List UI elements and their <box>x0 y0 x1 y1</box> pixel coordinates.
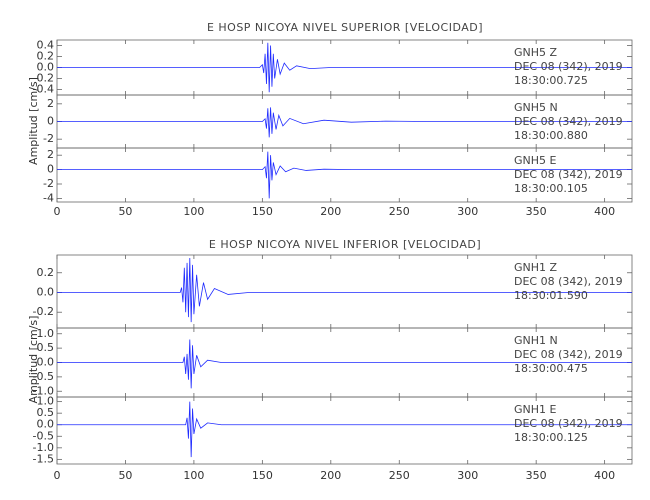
waveform <box>57 257 632 323</box>
x-tick-label: 400 <box>594 469 615 482</box>
chart-title: E HOSP NICOYA NIVEL INFERIOR [VELOCIDAD] <box>209 238 481 251</box>
y-tick-label: -1.5 <box>33 452 54 465</box>
x-tick-label: 0 <box>54 205 61 218</box>
y-tick-label: 0.0 <box>37 418 55 431</box>
y-tick-label: 2 <box>47 97 54 110</box>
x-tick-label: 350 <box>526 205 547 218</box>
trace-annotation: DEC 08 (342), 2019 <box>514 60 623 73</box>
trace-annotation: GNH5 N <box>514 101 558 114</box>
chart-title: E HOSP NICOYA NIVEL SUPERIOR [VELOCIDAD] <box>207 21 483 34</box>
trace-annotation: DEC 08 (342), 2019 <box>514 275 623 288</box>
y-tick-label: -0.5 <box>33 370 54 383</box>
y-tick-label: 0.5 <box>37 406 55 419</box>
y-tick-label: -2 <box>43 177 54 190</box>
x-tick-label: 150 <box>252 205 273 218</box>
panel-frame <box>56 147 633 203</box>
x-tick-label: 300 <box>457 469 478 482</box>
trace-annotation: 18:30:00.125 <box>514 431 588 444</box>
y-tick-label: 0.2 <box>37 50 55 63</box>
y-tick-label: -0.2 <box>33 72 54 85</box>
y-tick-label: 0.0 <box>37 285 55 298</box>
waveform <box>57 339 632 389</box>
x-tick-label: 300 <box>457 205 478 218</box>
x-tick-label: 350 <box>526 469 547 482</box>
y-tick-label: 0.2 <box>37 266 55 279</box>
trace-annotation: GNH1 N <box>514 334 558 347</box>
trace-annotation: DEC 08 (342), 2019 <box>514 115 623 128</box>
trace-annotation: GNH1 E <box>514 403 557 416</box>
trace-annotation: 18:30:00.880 <box>514 129 588 142</box>
y-axis-label: Amplitud [cm/s] <box>27 77 40 165</box>
x-tick-label: 50 <box>118 469 132 482</box>
trace-annotation: GNH5 Z <box>514 46 558 59</box>
y-tick-label: 2 <box>47 148 54 161</box>
y-tick-label: 0.0 <box>37 356 55 369</box>
x-tick-label: 0 <box>54 469 61 482</box>
trace-annotation: GNH1 Z <box>514 261 558 274</box>
x-tick-label: 150 <box>252 469 273 482</box>
trace-annotation: DEC 08 (342), 2019 <box>514 417 623 430</box>
y-tick-label: -1.0 <box>33 441 54 454</box>
panel-frame <box>56 396 633 465</box>
waveform <box>57 42 632 93</box>
y-tick-label: -0.2 <box>33 305 54 318</box>
x-tick-label: 100 <box>183 469 204 482</box>
y-tick-label: 0 <box>47 115 54 128</box>
trace-annotation: DEC 08 (342), 2019 <box>514 348 623 361</box>
y-tick-label: 0 <box>47 163 54 176</box>
waveform <box>57 401 632 458</box>
x-tick-label: 250 <box>389 205 410 218</box>
y-tick-label: -1.0 <box>33 384 54 397</box>
trace-annotation: 18:30:01.590 <box>514 289 588 302</box>
x-tick-label: 400 <box>594 205 615 218</box>
x-tick-label: 250 <box>389 469 410 482</box>
y-tick-label: -2 <box>43 132 54 145</box>
y-tick-label: 1.0 <box>37 327 55 340</box>
y-tick-label: -4 <box>43 191 54 204</box>
y-axis-label: Amplitud [cm/s] <box>27 316 40 404</box>
trace-annotation: GNH5 E <box>514 154 557 167</box>
y-tick-label: -0.4 <box>33 83 54 96</box>
y-tick-label: 0.4 <box>37 39 55 52</box>
y-tick-label: -0.5 <box>33 429 54 442</box>
trace-annotation: 18:30:00.105 <box>514 182 588 195</box>
trace-annotation: DEC 08 (342), 2019 <box>514 168 623 181</box>
y-tick-label: 1.0 <box>37 395 55 408</box>
trace-annotation: 18:30:00.725 <box>514 74 588 87</box>
y-tick-label: 0.0 <box>37 61 55 74</box>
x-tick-label: 50 <box>118 205 132 218</box>
waveform <box>57 107 632 138</box>
waveform <box>57 151 632 199</box>
y-tick-label: 0.5 <box>37 341 55 354</box>
x-tick-label: 200 <box>320 205 341 218</box>
x-tick-label: 100 <box>183 205 204 218</box>
trace-annotation: 18:30:00.475 <box>514 362 588 375</box>
x-tick-label: 200 <box>320 469 341 482</box>
